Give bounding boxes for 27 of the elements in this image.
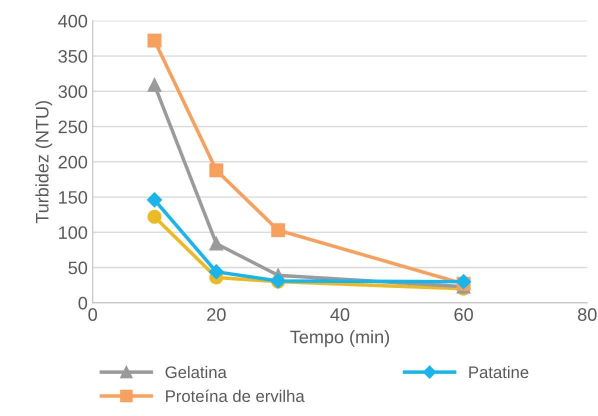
point [209,236,224,251]
x-tick-label: 40 [330,308,350,321]
y-tick-label: 0 [78,296,88,310]
y-tick-label: 150 [59,191,88,204]
legend-label: Patatine [469,366,528,378]
y-tick-label: 100 [59,226,88,240]
y-tick-label: 200 [58,156,88,169]
x-tick-label: 80 [578,308,597,321]
y-tick-label: 250 [58,120,88,134]
x-tick-label: 60 [454,308,473,321]
point [148,78,162,92]
point [271,223,286,238]
y-tick-label: 400 [58,14,88,28]
point [146,192,162,208]
y-tick-label: 350 [58,50,88,63]
x-tick-label: 0 [88,308,98,321]
y-tick-label: 50 [68,262,88,274]
y-tick-label: 300 [58,85,88,98]
legend-label: Gelatina [166,366,227,378]
legend-label: Proteína de ervilha [166,390,305,402]
point [209,163,224,178]
x-tick-label: 20 [207,308,226,321]
point [148,34,162,48]
point [148,210,162,224]
x-axis-title: Tempo (min) [290,330,390,347]
y-axis-title: Turbidez (NTU) [35,101,52,224]
point [208,264,224,280]
